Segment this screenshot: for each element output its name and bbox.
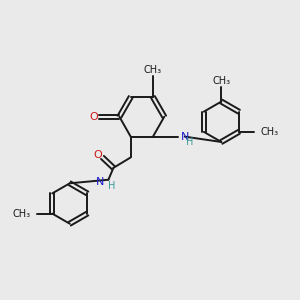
Text: O: O — [93, 150, 102, 160]
Text: H: H — [108, 181, 116, 191]
Text: CH₃: CH₃ — [144, 65, 162, 75]
Text: N: N — [96, 177, 104, 187]
Text: N: N — [181, 132, 190, 142]
Text: CH₃: CH₃ — [260, 127, 278, 137]
Text: O: O — [90, 112, 98, 122]
Text: CH₃: CH₃ — [13, 208, 31, 219]
Text: CH₃: CH₃ — [212, 76, 230, 86]
Text: H: H — [186, 137, 193, 147]
